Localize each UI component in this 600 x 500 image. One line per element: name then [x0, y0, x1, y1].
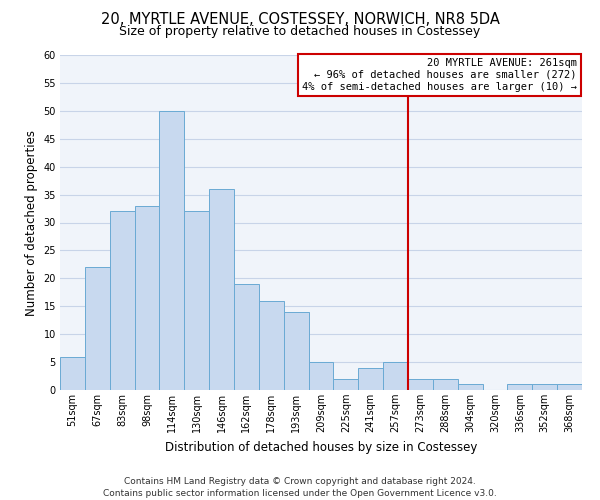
- Bar: [508, 384, 532, 390]
- Bar: [383, 362, 408, 390]
- Bar: [308, 362, 334, 390]
- Bar: [85, 267, 110, 390]
- Bar: [184, 212, 209, 390]
- X-axis label: Distribution of detached houses by size in Costessey: Distribution of detached houses by size …: [165, 440, 477, 454]
- Y-axis label: Number of detached properties: Number of detached properties: [25, 130, 38, 316]
- Bar: [259, 300, 284, 390]
- Bar: [557, 384, 582, 390]
- Bar: [234, 284, 259, 390]
- Bar: [358, 368, 383, 390]
- Text: 20 MYRTLE AVENUE: 261sqm
← 96% of detached houses are smaller (272)
4% of semi-d: 20 MYRTLE AVENUE: 261sqm ← 96% of detach…: [302, 58, 577, 92]
- Bar: [110, 212, 134, 390]
- Bar: [532, 384, 557, 390]
- Bar: [209, 189, 234, 390]
- Bar: [334, 379, 358, 390]
- Text: 20, MYRTLE AVENUE, COSTESSEY, NORWICH, NR8 5DA: 20, MYRTLE AVENUE, COSTESSEY, NORWICH, N…: [101, 12, 499, 28]
- Bar: [160, 111, 184, 390]
- Bar: [458, 384, 482, 390]
- Bar: [60, 356, 85, 390]
- Bar: [408, 379, 433, 390]
- Text: Size of property relative to detached houses in Costessey: Size of property relative to detached ho…: [119, 25, 481, 38]
- Text: Contains HM Land Registry data © Crown copyright and database right 2024.
Contai: Contains HM Land Registry data © Crown c…: [103, 476, 497, 498]
- Bar: [433, 379, 458, 390]
- Bar: [284, 312, 308, 390]
- Bar: [134, 206, 160, 390]
